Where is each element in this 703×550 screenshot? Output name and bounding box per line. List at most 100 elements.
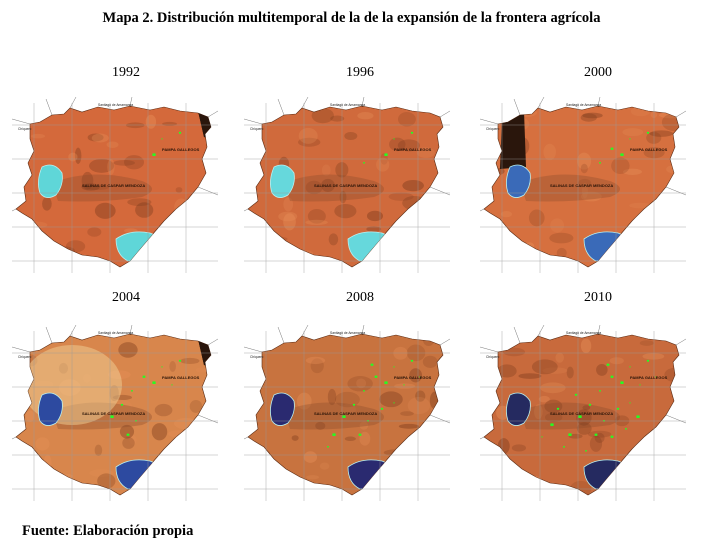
terrain-texture bbox=[568, 433, 583, 439]
terrain-texture bbox=[298, 127, 318, 144]
salt-lake-west bbox=[38, 392, 63, 426]
agriculture-patch bbox=[380, 407, 384, 410]
agriculture-patch bbox=[393, 138, 395, 140]
terrain-ridge bbox=[284, 174, 384, 202]
place-label-center: SALINAS DE CASPAR MENDOZA bbox=[314, 183, 377, 188]
year-label-1996: 1996 bbox=[346, 65, 374, 80]
place-label-top: Santiago de Amamanga bbox=[566, 331, 601, 335]
agriculture-patch bbox=[639, 384, 641, 386]
terrain-texture bbox=[582, 405, 591, 411]
terrain-texture bbox=[89, 158, 115, 173]
agriculture-patch bbox=[550, 423, 554, 426]
terrain-texture bbox=[611, 157, 630, 175]
terrain-texture bbox=[379, 239, 402, 253]
terrain-texture bbox=[291, 435, 299, 441]
terrain-texture bbox=[497, 364, 517, 378]
terrain-texture bbox=[197, 190, 211, 200]
salt-lake-west bbox=[38, 164, 63, 198]
place-label-left: Chiquero bbox=[250, 127, 264, 131]
terrain-texture bbox=[68, 152, 78, 162]
agriculture-patch bbox=[620, 381, 624, 384]
terrain-texture bbox=[531, 359, 558, 375]
terrain-texture bbox=[621, 472, 641, 485]
agriculture-patch bbox=[332, 433, 336, 436]
terrain-texture bbox=[125, 122, 145, 129]
terrain-texture bbox=[416, 147, 435, 158]
place-label-center: SALINAS DE CASPAR MENDOZA bbox=[550, 411, 613, 416]
place-label-center: SALINAS DE CASPAR MENDOZA bbox=[82, 411, 145, 416]
terrain-texture bbox=[576, 409, 592, 426]
terrain-texture bbox=[321, 164, 331, 177]
terrain-texture bbox=[527, 476, 543, 491]
place-label-east: PAMPA GALLEGOS bbox=[162, 375, 200, 380]
agriculture-patch bbox=[588, 403, 592, 406]
year-label-2004: 2004 bbox=[112, 290, 140, 305]
coordinate-grid bbox=[244, 331, 450, 501]
terrain-texture bbox=[81, 171, 94, 190]
terrain-texture bbox=[40, 254, 48, 267]
terrain-texture bbox=[661, 113, 679, 132]
terrain-texture bbox=[514, 254, 530, 261]
terrain-texture bbox=[511, 444, 527, 452]
place-label-top: Santiago de Amamanga bbox=[98, 331, 133, 335]
terrain-texture bbox=[74, 147, 82, 164]
terrain-texture bbox=[622, 168, 642, 175]
agriculture-patch bbox=[629, 366, 631, 368]
terrain-texture bbox=[518, 373, 542, 379]
terrain-texture bbox=[169, 474, 185, 483]
agriculture-patch bbox=[161, 366, 163, 368]
terrain-texture bbox=[305, 180, 323, 195]
terrain-texture bbox=[87, 227, 102, 237]
terrain-texture bbox=[297, 137, 321, 147]
terrain-texture bbox=[394, 383, 416, 389]
land-area bbox=[247, 105, 444, 268]
agriculture-patch bbox=[629, 402, 631, 404]
terrain-texture bbox=[315, 421, 326, 430]
terrain-texture bbox=[538, 395, 550, 403]
terrain-texture bbox=[357, 112, 374, 120]
boundary-line bbox=[480, 97, 686, 212]
terrain-texture bbox=[42, 196, 52, 211]
agriculture-patch bbox=[606, 363, 610, 366]
coordinate-grid bbox=[480, 331, 686, 501]
coordinate-grid bbox=[12, 331, 218, 501]
salt-lake-south bbox=[583, 459, 627, 490]
agriculture-patch bbox=[629, 138, 631, 140]
terrain-texture bbox=[609, 357, 624, 365]
place-label-left: Chiquero bbox=[486, 127, 500, 131]
terrain-texture bbox=[154, 403, 173, 417]
terrain-texture bbox=[35, 437, 50, 451]
agriculture-patch bbox=[363, 390, 365, 392]
terrain-texture bbox=[366, 226, 382, 232]
terrain-texture bbox=[656, 480, 672, 488]
agriculture-patch bbox=[556, 407, 560, 410]
salt-lake-south bbox=[347, 459, 391, 490]
agriculture-patch bbox=[393, 366, 395, 368]
agriculture-patch bbox=[568, 433, 572, 436]
terrain-texture bbox=[493, 167, 505, 175]
terrain-texture bbox=[576, 422, 592, 435]
terrain-texture bbox=[34, 255, 53, 260]
terrain-texture bbox=[107, 159, 115, 175]
terrain-texture bbox=[112, 394, 133, 401]
terrain-texture bbox=[89, 469, 114, 477]
terrain-texture bbox=[118, 342, 138, 358]
land-area bbox=[483, 333, 680, 496]
agriculture-patch bbox=[152, 153, 156, 156]
terrain-texture bbox=[129, 435, 137, 445]
terrain-texture bbox=[629, 202, 652, 209]
no-data-tile bbox=[198, 111, 211, 141]
terrain-texture bbox=[97, 473, 116, 489]
year-label-2010: 2010 bbox=[584, 290, 612, 305]
terrain-texture bbox=[34, 380, 54, 388]
terrain-texture bbox=[147, 479, 154, 494]
place-label-east: PAMPA GALLEGOS bbox=[630, 375, 668, 380]
terrain-texture bbox=[19, 152, 30, 161]
terrain-texture bbox=[376, 157, 390, 172]
figure-title: Mapa 2. Distribución multitemporal de la… bbox=[102, 10, 601, 26]
terrain-ridge bbox=[520, 174, 620, 202]
terrain-texture bbox=[544, 412, 563, 423]
terrain-texture bbox=[398, 220, 408, 226]
terrain-texture bbox=[86, 185, 110, 190]
terrain-texture bbox=[388, 192, 414, 201]
